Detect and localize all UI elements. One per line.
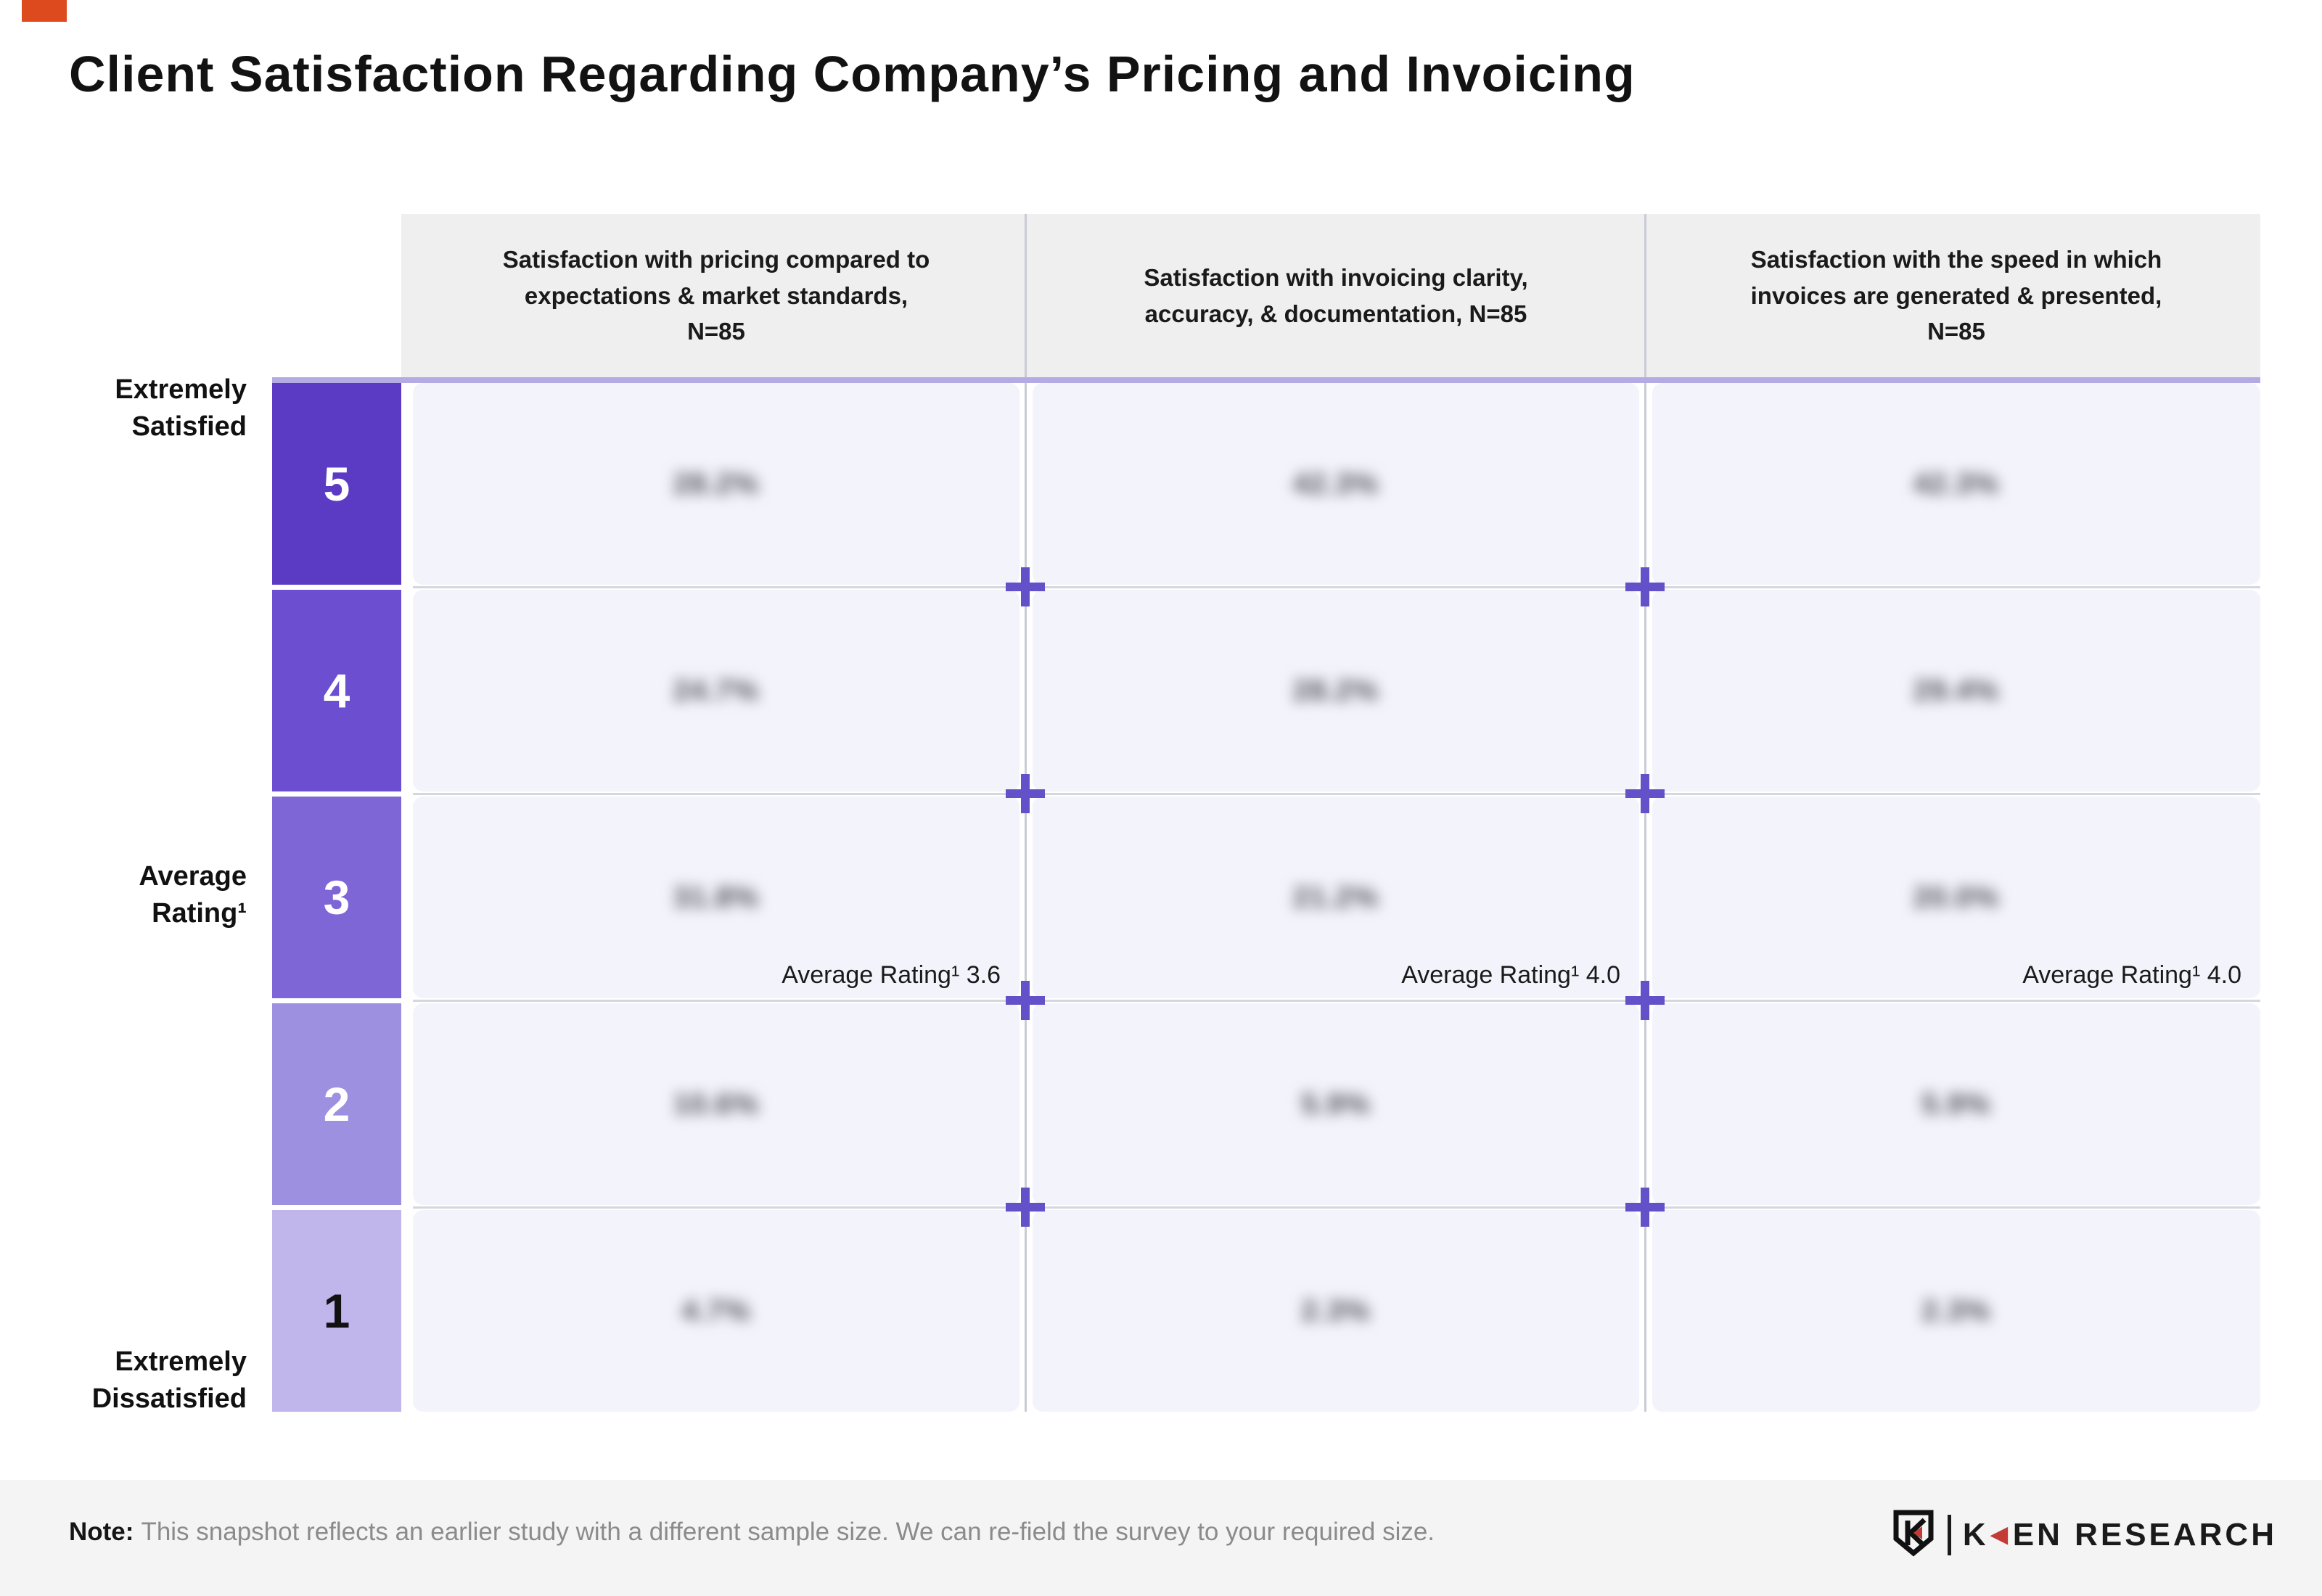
cell-value: 28.2% <box>673 467 760 500</box>
corner-accent <box>22 0 67 22</box>
footnote: Note: This snapshot reflects an earlier s… <box>69 1518 1435 1547</box>
scale-label-average-rating: Average Rating¹ <box>139 861 247 929</box>
row-divider <box>413 586 2260 588</box>
plus-marker-icon <box>1006 981 1045 1020</box>
cell-rating3-clarity: 21.2% Average Rating¹ 4.0 <box>1033 797 1639 998</box>
cell-value: 5.9% <box>1301 1087 1371 1120</box>
header-underline <box>272 377 2260 383</box>
cell-value: 21.2% <box>1292 881 1379 913</box>
cell-rating1-clarity: 2.3% <box>1033 1210 1639 1412</box>
page-title: Client Satisfaction Regarding Company’s … <box>69 46 1636 102</box>
cell-value: 31.8% <box>673 881 760 913</box>
column-header-invoicing-clarity: Satisfaction with invoicing clarity, acc… <box>1144 264 1528 327</box>
footer-band: Note: This snapshot reflects an earlier s… <box>0 1480 2322 1596</box>
cell-rating5-pricing: 28.2% <box>413 383 1020 585</box>
column-header-pricing: Satisfaction with pricing compared to ex… <box>502 246 930 345</box>
cell-rating1-speed: 2.3% <box>1652 1210 2260 1412</box>
note-text: This snapshot reflects an earlier study … <box>141 1518 1435 1546</box>
cell-value: 42.3% <box>1913 467 2000 500</box>
cell-rating2-speed: 5.9% <box>1652 1003 2260 1205</box>
cell-rating4-speed: 29.4% <box>1652 590 2260 791</box>
row-divider <box>413 1000 2260 1002</box>
average-rating-annotation: Average Rating¹ 3.6 <box>781 961 1001 989</box>
cell-rating1-pricing: 4.7% <box>413 1210 1020 1412</box>
cell-value: 20.0% <box>1913 881 2000 913</box>
cell-value: 2.3% <box>1301 1294 1371 1327</box>
cell-rating4-clarity: 28.2% <box>1033 590 1639 791</box>
cell-value: 10.6% <box>673 1087 760 1120</box>
plus-marker-icon <box>1006 1188 1045 1227</box>
column-header-band <box>401 214 2260 377</box>
cell-rating4-pricing: 24.7% <box>413 590 1020 791</box>
column-header-invoice-speed: Satisfaction with the speed in which inv… <box>1750 246 2162 345</box>
shield-k-icon <box>1891 1509 1936 1560</box>
logo-wordmark: K ◀ EN RESEARCH <box>1963 1517 2277 1553</box>
cell-rating3-pricing: 31.8% Average Rating¹ 3.6 <box>413 797 1020 998</box>
ken-research-logo: K ◀ EN RESEARCH <box>1891 1509 2277 1560</box>
logo-divider <box>1947 1514 1951 1555</box>
rating-block-2: 2 <box>272 1003 401 1205</box>
row-divider <box>413 793 2260 795</box>
rating-block-3: 3 <box>272 797 401 998</box>
logo-rest: EN RESEARCH <box>2012 1516 2277 1552</box>
cell-value: 28.2% <box>1292 674 1379 707</box>
cell-value: 42.3% <box>1292 467 1379 500</box>
plus-marker-icon <box>1625 774 1665 813</box>
satisfaction-matrix: Satisfaction with pricing compared to ex… <box>272 214 2260 1412</box>
cell-value: 4.7% <box>681 1294 751 1327</box>
scale-label-extremely-satisfied: Extremely Satisfied <box>115 374 247 443</box>
rating-block-4: 4 <box>272 590 401 791</box>
cell-rating5-clarity: 42.3% <box>1033 383 1639 585</box>
average-rating-annotation: Average Rating¹ 4.0 <box>2022 961 2241 989</box>
average-rating-annotation: Average Rating¹ 4.0 <box>1401 961 1620 989</box>
cell-rating2-pricing: 10.6% <box>413 1003 1020 1205</box>
cell-rating2-clarity: 5.9% <box>1033 1003 1639 1205</box>
logo-k: K <box>1962 1516 1989 1552</box>
cell-value: 24.7% <box>673 674 760 707</box>
note-label: Note: <box>69 1518 134 1546</box>
plus-marker-icon <box>1625 981 1665 1020</box>
row-divider <box>413 1206 2260 1209</box>
plus-marker-icon <box>1625 1188 1665 1227</box>
cell-value: 29.4% <box>1913 674 2000 707</box>
cell-rating5-speed: 42.3% <box>1652 383 2260 585</box>
plus-marker-icon <box>1625 567 1665 606</box>
rating-block-1: 1 <box>272 1210 401 1412</box>
red-arrow-icon: ◀ <box>1990 1523 2011 1547</box>
cell-value: 5.9% <box>1921 1087 1991 1120</box>
scale-label-extremely-dissatisfied: Extremely Dissatisfied <box>91 1346 247 1415</box>
plus-marker-icon <box>1006 567 1045 606</box>
plus-marker-icon <box>1006 774 1045 813</box>
cell-rating3-speed: 20.0% Average Rating¹ 4.0 <box>1652 797 2260 998</box>
cell-value: 2.3% <box>1921 1294 1991 1327</box>
rating-block-5: 5 <box>272 383 401 585</box>
